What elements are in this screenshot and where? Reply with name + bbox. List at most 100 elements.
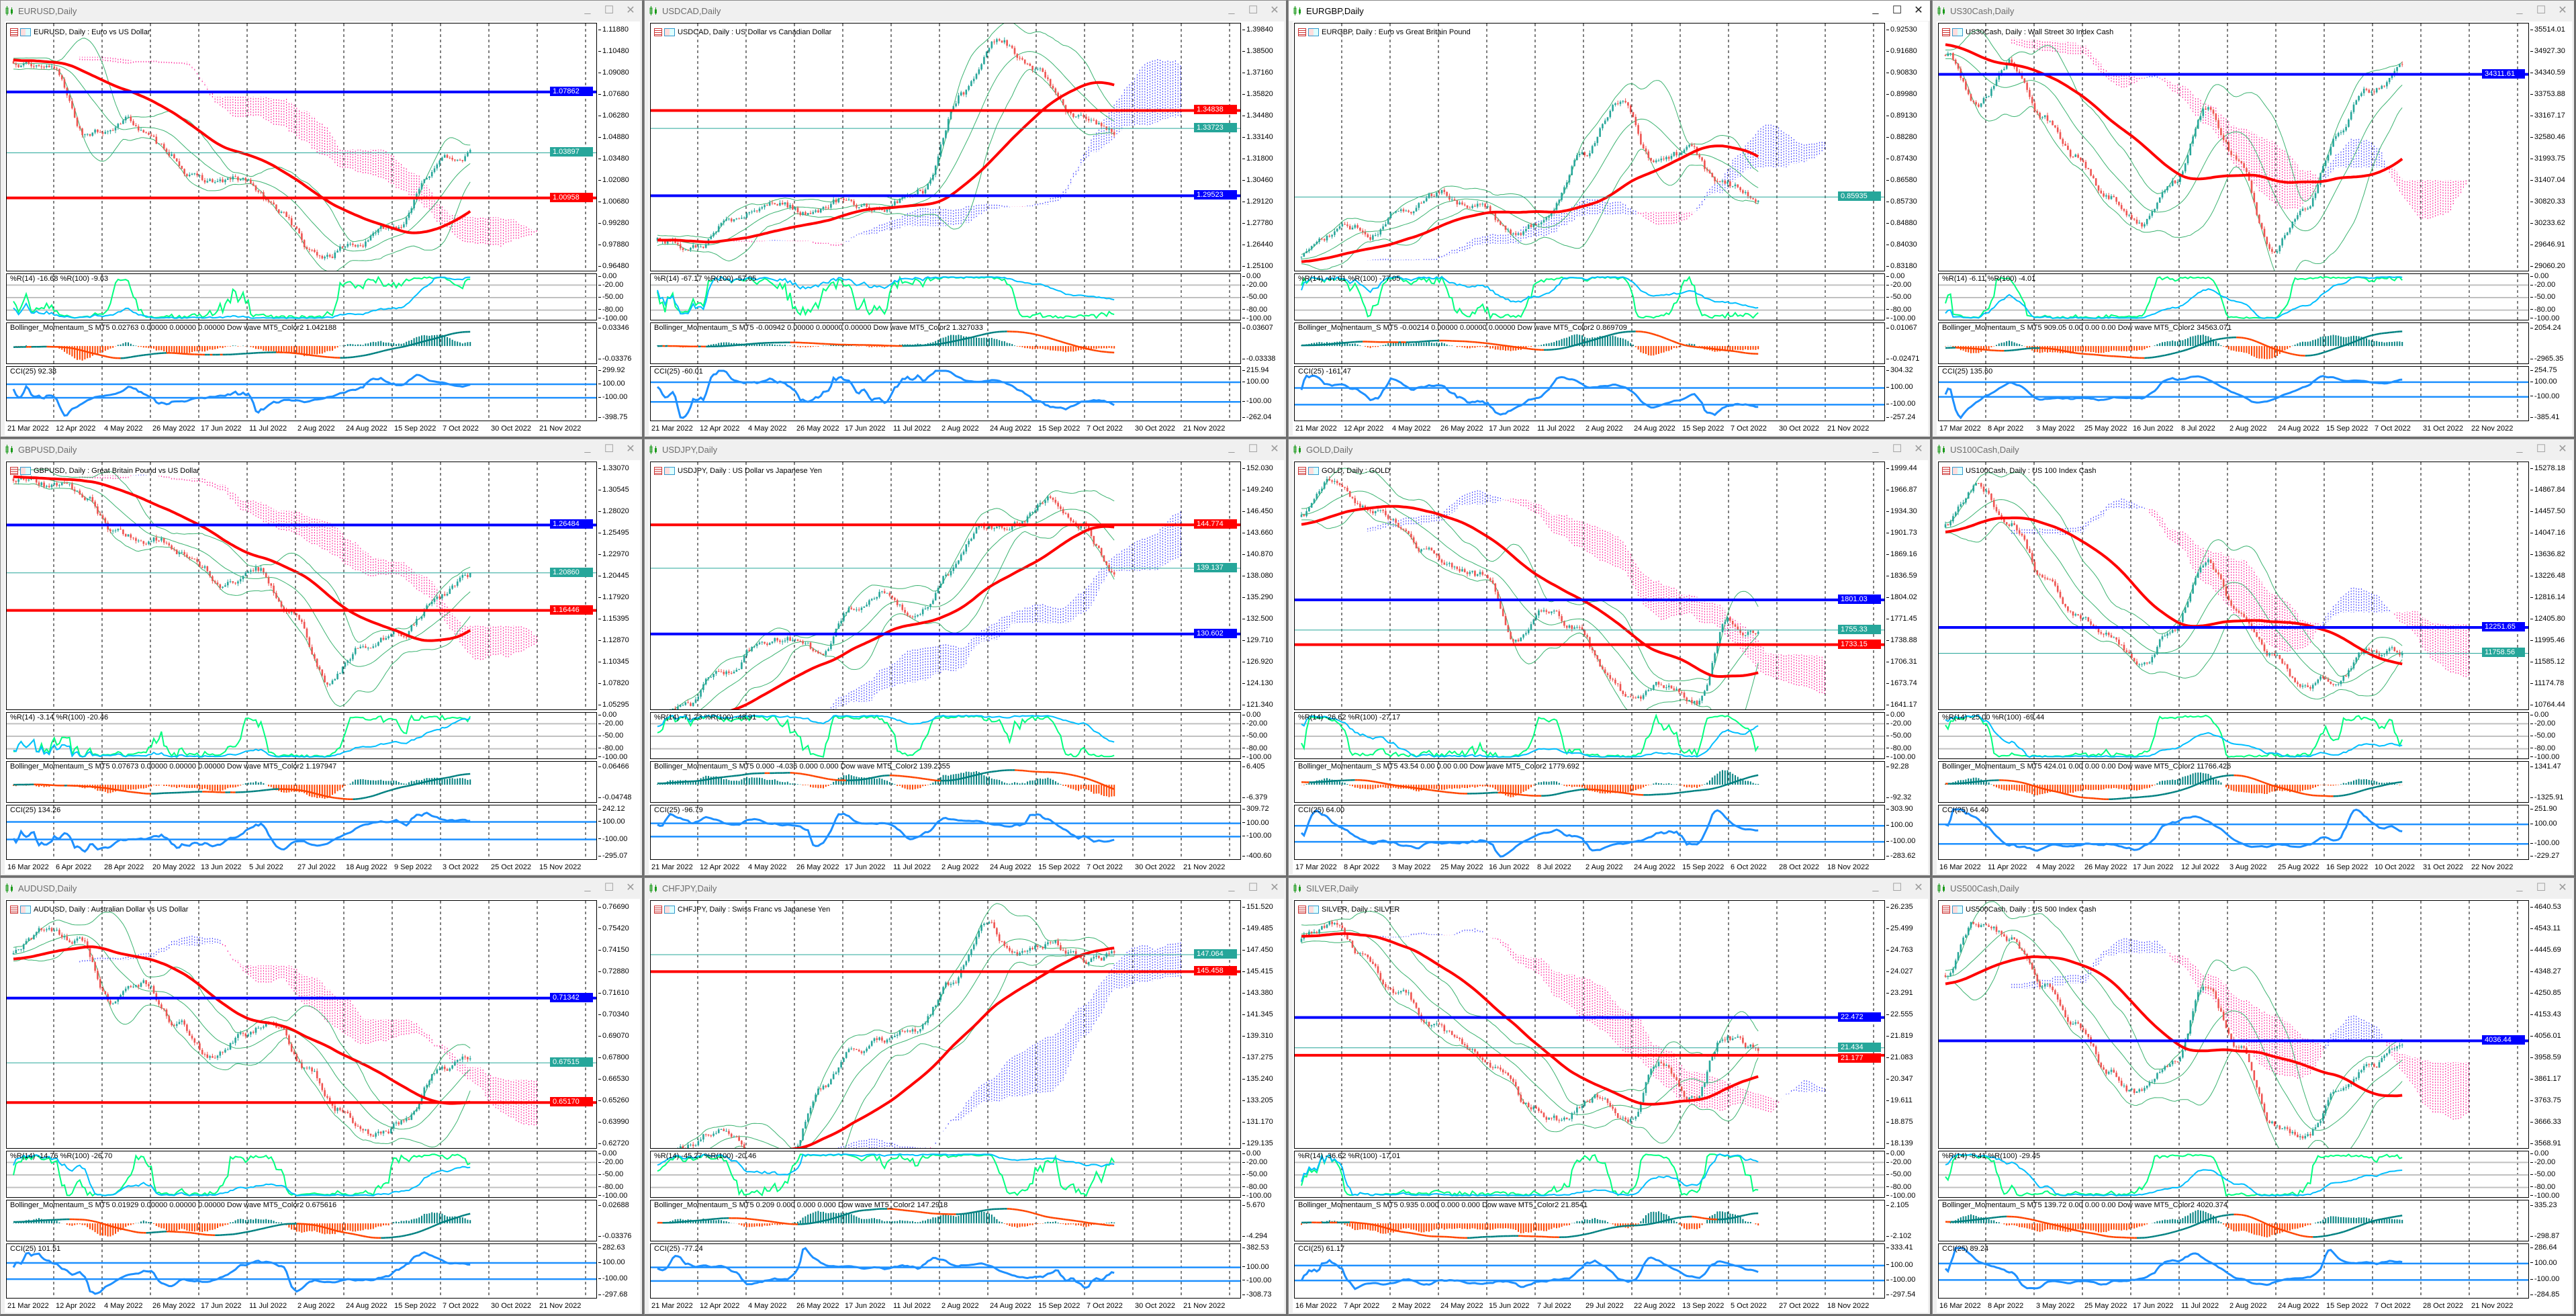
one-click-trading-icon[interactable] (664, 28, 675, 36)
candle-body (1324, 239, 1326, 240)
window-title-bar[interactable]: USDCAD,Daily_☐✕ (645, 1, 1286, 21)
candle-body (1576, 155, 1578, 161)
dow-wave-segment (1048, 338, 1050, 339)
maximize-button[interactable]: ☐ (603, 3, 615, 17)
time-axis-label: 11 Jul 2022 (893, 425, 931, 433)
one-click-trading-icon[interactable] (1308, 28, 1319, 36)
candle-body (115, 530, 117, 531)
cci-pane[interactable] (1294, 366, 1885, 421)
minimize-button[interactable]: _ (1870, 3, 1882, 17)
candle-body (281, 212, 283, 213)
candle-body (43, 67, 45, 68)
candle-body (242, 576, 244, 579)
bm-axis-tick: -0.02471 (1886, 355, 1919, 363)
dow-wave-segment (2262, 344, 2264, 345)
price-axis-tick: 1.29120 (1242, 198, 1273, 206)
candle-body (314, 250, 316, 252)
candle-body (927, 183, 929, 189)
dow-wave-segment (969, 337, 972, 338)
candle-body (1469, 208, 1471, 209)
candle-body (1737, 185, 1739, 187)
candle-body (171, 155, 173, 156)
minimize-button[interactable]: _ (2514, 3, 2526, 17)
main-price-pane[interactable] (1294, 23, 1885, 271)
main-price-pane[interactable] (1938, 23, 2529, 271)
close-button[interactable]: ✕ (625, 3, 637, 17)
candle-body (792, 205, 794, 210)
minimize-button[interactable]: _ (582, 442, 594, 455)
candle-body (759, 208, 761, 211)
candle-body (1080, 115, 1083, 116)
candle-body (2335, 136, 2337, 139)
trade-levels-icon[interactable] (10, 28, 18, 36)
cci-pane[interactable] (6, 366, 597, 421)
one-click-trading-icon[interactable] (20, 28, 31, 36)
candle-body (1968, 89, 1970, 94)
trade-levels-icon[interactable] (10, 467, 18, 475)
candle-body (1548, 216, 1550, 218)
dow-wave-segment (1068, 344, 1071, 345)
maximize-button[interactable]: ☐ (2535, 3, 2547, 17)
minimize-button[interactable]: _ (1226, 3, 1238, 17)
minimize-button[interactable]: _ (582, 3, 594, 17)
window-title-bar[interactable]: EURGBP,Daily_☐✕ (1289, 1, 1930, 21)
candle-body (278, 210, 280, 213)
candle-body (1980, 103, 1982, 107)
main-price-pane[interactable] (650, 23, 1241, 271)
close-button[interactable]: ✕ (2557, 3, 2569, 17)
candle-body (17, 65, 19, 67)
candle-body (105, 518, 107, 523)
main-price-pane[interactable] (6, 462, 597, 710)
dow-wave-segment (935, 344, 938, 345)
candle-body (835, 200, 837, 202)
maximize-button[interactable]: ☐ (603, 442, 615, 455)
window-title-bar[interactable]: EURUSD,Daily_☐✕ (1, 1, 642, 21)
dow-wave-segment (1508, 346, 1511, 347)
bm-axis-tick: -2965.35 (2530, 355, 2563, 363)
window-title-bar[interactable]: US30Cash,Daily_☐✕ (1933, 1, 2574, 21)
candle-body (43, 482, 45, 486)
close-button[interactable]: ✕ (1269, 3, 1281, 17)
maximize-button[interactable]: ☐ (1891, 3, 1903, 17)
one-click-trading-icon[interactable] (20, 467, 31, 475)
trade-levels-icon[interactable] (1942, 28, 1950, 36)
dow-wave-segment (958, 340, 961, 341)
price-axis-tick: 0.99280 (598, 219, 629, 227)
time-axis-label: 24 Aug 2022 (2278, 425, 2319, 433)
candle-body (74, 108, 76, 118)
time-axis-label: 11 Jul 2022 (1537, 425, 1575, 433)
close-button[interactable]: ✕ (1913, 3, 1925, 17)
window-title-bar[interactable]: GBPUSD,Daily_☐✕ (1, 439, 642, 459)
candle-body (189, 175, 191, 176)
close-button[interactable]: ✕ (625, 442, 637, 455)
main-price-pane[interactable] (6, 23, 597, 271)
candle-body (1088, 119, 1090, 120)
candle-body (71, 484, 73, 489)
cci-pane[interactable] (650, 366, 1241, 421)
time-axis-label: 2 Aug 2022 (941, 425, 979, 433)
dow-wave-segment (363, 355, 366, 356)
candle-body (1349, 226, 1351, 229)
price-axis-tick: 0.87430 (1886, 155, 1917, 163)
candle-body (2358, 96, 2360, 100)
candle-body (2251, 181, 2253, 193)
dow-wave-segment (2157, 356, 2160, 357)
maximize-button[interactable]: ☐ (1247, 3, 1259, 17)
trade-levels-icon[interactable] (1298, 28, 1306, 36)
trade-levels-icon[interactable] (654, 28, 662, 36)
candle-body (2312, 198, 2314, 206)
candle-body (309, 638, 311, 647)
one-click-trading-icon[interactable] (1952, 28, 1963, 36)
candle-body (179, 161, 181, 166)
cci-pane[interactable] (1938, 366, 2529, 421)
